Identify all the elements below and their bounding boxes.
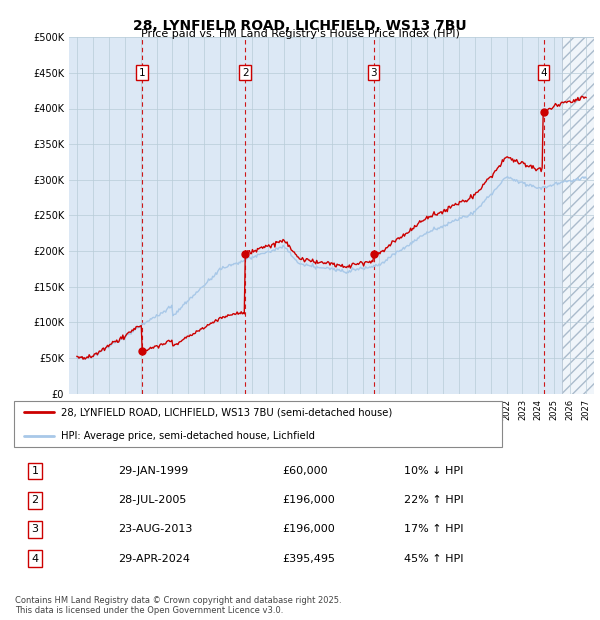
Bar: [562, 37, 594, 394]
FancyBboxPatch shape: [14, 401, 502, 448]
Text: 2: 2: [31, 495, 38, 505]
Text: 2: 2: [242, 68, 248, 78]
Text: 1: 1: [139, 68, 145, 78]
Text: 45% ↑ HPI: 45% ↑ HPI: [404, 554, 463, 564]
Bar: [562, 37, 594, 394]
Text: 28, LYNFIELD ROAD, LICHFIELD, WS13 7BU (semi-detached house): 28, LYNFIELD ROAD, LICHFIELD, WS13 7BU (…: [61, 407, 392, 417]
Text: 28, LYNFIELD ROAD, LICHFIELD, WS13 7BU: 28, LYNFIELD ROAD, LICHFIELD, WS13 7BU: [133, 19, 467, 33]
Text: 10% ↓ HPI: 10% ↓ HPI: [404, 466, 463, 476]
Text: Contains HM Land Registry data © Crown copyright and database right 2025.
This d: Contains HM Land Registry data © Crown c…: [15, 596, 341, 615]
Text: 29-APR-2024: 29-APR-2024: [119, 554, 191, 564]
Text: 29-JAN-1999: 29-JAN-1999: [119, 466, 189, 476]
Text: £60,000: £60,000: [283, 466, 328, 476]
Text: 1: 1: [32, 466, 38, 476]
Text: £196,000: £196,000: [283, 495, 335, 505]
Text: £196,000: £196,000: [283, 525, 335, 534]
Text: £395,495: £395,495: [283, 554, 336, 564]
Text: 3: 3: [32, 525, 38, 534]
Text: 22% ↑ HPI: 22% ↑ HPI: [404, 495, 463, 505]
Text: 4: 4: [31, 554, 38, 564]
Text: 28-JUL-2005: 28-JUL-2005: [119, 495, 187, 505]
Text: 4: 4: [540, 68, 547, 78]
Text: HPI: Average price, semi-detached house, Lichfield: HPI: Average price, semi-detached house,…: [61, 431, 315, 441]
Text: 23-AUG-2013: 23-AUG-2013: [119, 525, 193, 534]
Text: 17% ↑ HPI: 17% ↑ HPI: [404, 525, 463, 534]
Text: 3: 3: [370, 68, 377, 78]
Text: Price paid vs. HM Land Registry's House Price Index (HPI): Price paid vs. HM Land Registry's House …: [140, 29, 460, 39]
